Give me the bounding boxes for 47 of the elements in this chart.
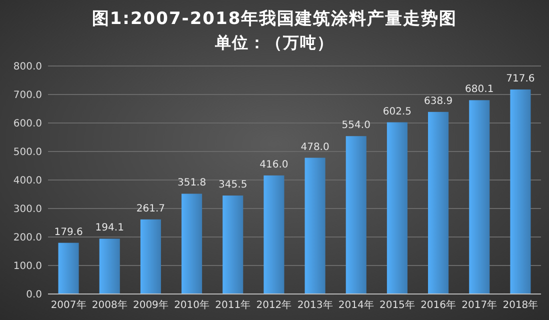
y-tick-label: 500.0	[13, 147, 42, 158]
data-label: 261.7	[136, 203, 166, 214]
data-label: 680.1	[465, 84, 494, 96]
chart-title: 图1:2007-2018年我国建筑涂料产量走势图	[92, 9, 458, 29]
data-label: 638.9	[424, 96, 453, 107]
data-label: 416.0	[260, 159, 288, 170]
y-tick-label: 100.0	[13, 261, 42, 272]
bar	[428, 112, 449, 294]
data-label: 554.0	[342, 120, 370, 132]
bar	[346, 136, 366, 294]
x-tick-label: 2015年	[379, 299, 415, 311]
y-tick-label: 700.0	[13, 90, 42, 101]
x-tick-label: 2008年	[92, 299, 128, 311]
x-tick-label: 2007年	[50, 299, 86, 311]
y-tick-label: 200.0	[13, 232, 42, 244]
bar	[222, 196, 244, 294]
x-tick-label: 2016年	[420, 299, 456, 311]
y-tick-label: 300.0	[13, 204, 42, 215]
bar	[304, 158, 326, 294]
bar	[386, 122, 408, 294]
bar	[58, 242, 79, 294]
x-tick-label: 2014年	[338, 299, 374, 311]
x-tick-label: 2013年	[297, 299, 333, 311]
chart-subtitle: 单位：（万吨）	[214, 33, 334, 52]
bar	[99, 238, 120, 294]
y-tick-label: 400.0	[13, 176, 42, 186]
data-label: 717.6	[506, 73, 535, 84]
data-label: 478.0	[300, 142, 330, 153]
data-label: 351.8	[177, 178, 206, 189]
x-tick-label: 2010年	[174, 299, 210, 311]
data-label: 179.6	[54, 226, 83, 238]
bar	[140, 219, 161, 294]
data-label: 345.5	[218, 180, 248, 191]
bar	[510, 89, 531, 294]
bar	[264, 175, 284, 294]
x-tick-label: 2011年	[215, 299, 251, 311]
x-tick-label: 2017年	[462, 299, 498, 311]
x-tick-label: 2012年	[256, 299, 292, 311]
y-tick-label: 0.0	[26, 290, 42, 300]
data-label: 194.1	[95, 222, 124, 234]
y-tick-label: 800.0	[13, 62, 42, 72]
x-tick-label: 2009年	[132, 299, 168, 311]
x-tick-label: 2018年	[502, 299, 538, 311]
bar	[469, 100, 490, 294]
y-tick-label: 600.0	[13, 118, 42, 130]
data-label: 602.5	[382, 106, 412, 118]
bar	[182, 194, 202, 294]
